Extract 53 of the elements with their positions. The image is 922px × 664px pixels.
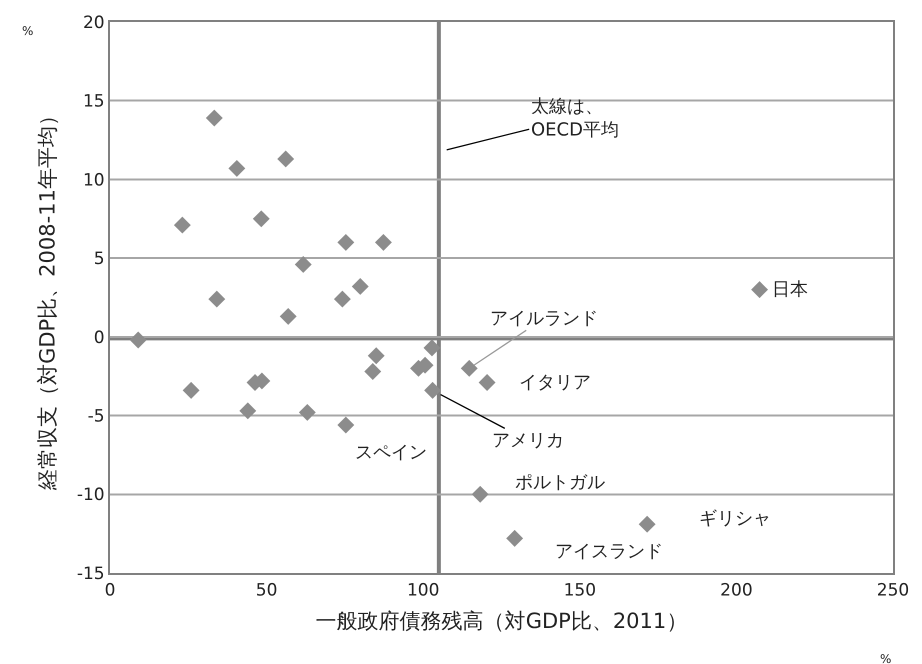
point (364, 363, 382, 380)
y-tick-label: 10 (82, 170, 105, 190)
y-tick-label: 0 (94, 328, 105, 348)
annotation: アイスランド (555, 541, 663, 562)
x-tick-label: 200 (720, 580, 753, 600)
point (751, 281, 768, 298)
point (228, 160, 246, 177)
point (298, 404, 316, 421)
point (424, 382, 442, 399)
x-tick-label: 100 (406, 580, 440, 600)
y-tick-label: 15 (82, 92, 105, 112)
x-axis-title: 一般政府債務残高（対GDP比、2011） (316, 609, 688, 634)
point (478, 374, 496, 391)
point (506, 530, 524, 547)
point (277, 150, 294, 168)
point (337, 416, 354, 434)
annotation: アメリカ (492, 430, 564, 451)
point (460, 360, 478, 377)
point (638, 516, 656, 533)
point (424, 339, 440, 356)
point (352, 278, 369, 295)
annotation: 太線は、 OECD平均 (531, 96, 619, 140)
x-tick-label: 250 (876, 580, 910, 600)
annotation: アイルランド (490, 308, 598, 329)
point (472, 486, 489, 503)
point (208, 290, 226, 308)
x-tick-label: 150 (564, 580, 596, 600)
point (280, 308, 297, 325)
y-axis-title: 経常収支（対GDP比、2008-11年平均） (35, 105, 60, 491)
point (252, 210, 270, 228)
y-tick-label: -15 (76, 564, 105, 584)
point (374, 234, 392, 251)
y-tick-label: -5 (88, 406, 105, 427)
annotation: ギリシャ (699, 508, 771, 529)
point (334, 290, 351, 308)
annotation: イタリア (519, 372, 591, 393)
annotation: 日本 (772, 279, 808, 300)
annotation: ポルトガル (515, 472, 605, 493)
text: % (22, 24, 34, 38)
x-tick-label: 50 (256, 580, 278, 600)
annotation: スペイン (355, 442, 427, 463)
y-tick-label: 20 (82, 12, 105, 33)
y-tick-label: -10 (76, 485, 105, 506)
point (174, 216, 191, 234)
y-tick-label: 5 (94, 249, 105, 270)
point (206, 110, 223, 126)
point (294, 256, 312, 273)
point (130, 332, 147, 348)
point (337, 234, 354, 251)
point (182, 382, 200, 399)
point (368, 347, 385, 364)
text: % (880, 652, 892, 664)
point (239, 402, 256, 420)
